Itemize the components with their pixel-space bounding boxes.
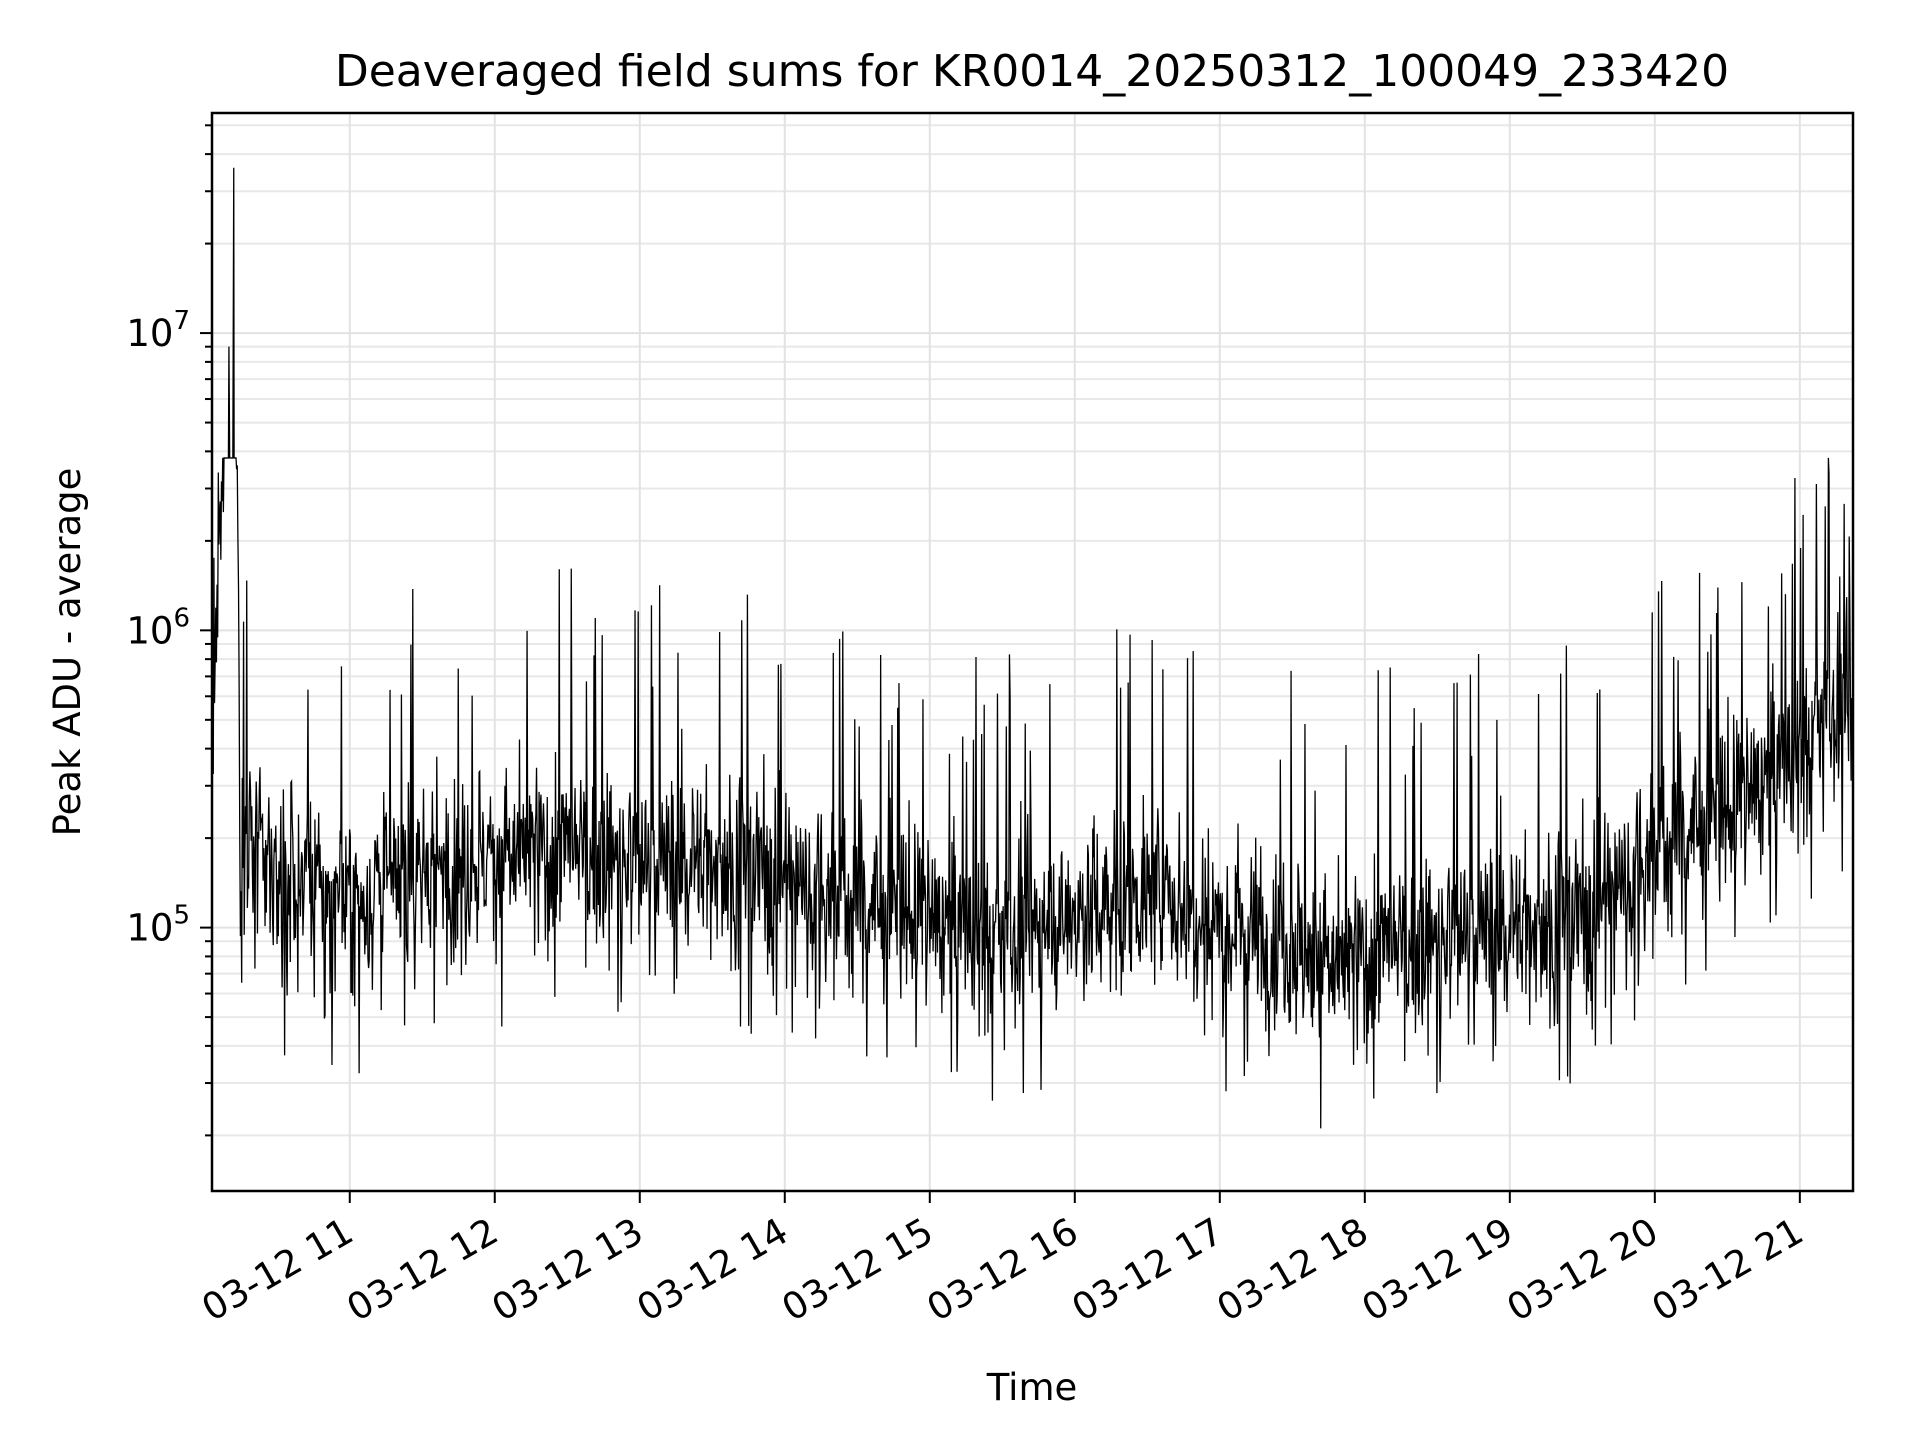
x-tick-label: 03-12 11 (195, 1210, 361, 1330)
x-tick-label: 03-12 13 (485, 1210, 651, 1330)
grid (212, 113, 1853, 1191)
series-line (211, 167, 1854, 1129)
y-tick-label: 106 (126, 603, 190, 652)
y-tick-label: 105 (126, 901, 190, 950)
series-layer (211, 167, 1854, 1129)
x-tick-label: 03-12 14 (630, 1210, 796, 1330)
x-tick-label: 03-12 21 (1645, 1210, 1811, 1330)
x-tick-label: 03-12 17 (1065, 1210, 1231, 1330)
x-tick-label: 03-12 16 (920, 1210, 1086, 1330)
x-tick-label: 03-12 20 (1500, 1210, 1666, 1330)
y-axis-label: Peak ADU - average (46, 468, 89, 837)
x-axis-label: Time (986, 1366, 1078, 1409)
plot-frame (210, 111, 1855, 1193)
x-tick-label: 03-12 12 (340, 1210, 506, 1330)
chart-title: Deaveraged field sums for KR0014_2025031… (335, 46, 1729, 97)
y-tick-label: 107 (126, 306, 190, 355)
y-axis: 105 106 107 (126, 124, 212, 1137)
x-tick-label: 03-12 19 (1355, 1210, 1521, 1330)
x-tick-label: 03-12 18 (1210, 1210, 1376, 1330)
x-tick-label: 03-12 15 (775, 1210, 941, 1330)
